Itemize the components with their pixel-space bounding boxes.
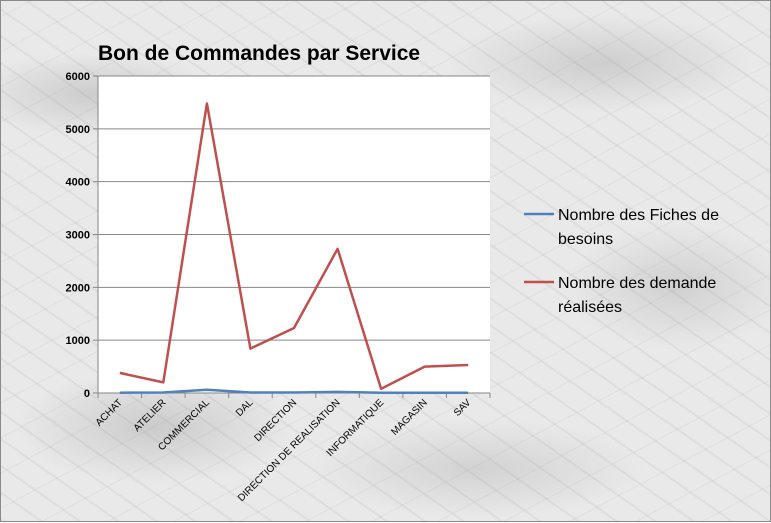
y-tick-label: 1000 <box>66 335 90 347</box>
legend-label-1: Nombre des Fiches de <box>558 207 719 224</box>
x-tick-label: DIRECTION <box>252 397 299 444</box>
series-line-2 <box>119 102 469 391</box>
x-tick-label: ACHAT <box>94 397 125 428</box>
legend-label-2: réalisées <box>558 299 622 316</box>
series-line-1 <box>119 388 469 394</box>
legend-label-2: Nombre des demande <box>558 275 716 292</box>
y-tick-label: 5000 <box>66 124 90 136</box>
chart-title: Bon de Commandes par Service <box>98 42 420 65</box>
y-tick-label: 4000 <box>66 177 90 189</box>
x-tick-label: MAGASIN <box>389 397 429 437</box>
legend: Nombre des Fiches de besoins Nombre des de… <box>524 207 719 316</box>
series-lines <box>119 102 469 394</box>
y-tick-label: 6000 <box>66 71 90 83</box>
legend-label-1: besoins <box>558 231 613 248</box>
x-tick-label: DAL <box>234 397 256 419</box>
x-tick-label: SAV <box>452 397 474 419</box>
y-tick-label: 2000 <box>66 282 90 294</box>
y-axis: 0 1000 2000 3000 4000 5000 6000 <box>66 71 99 400</box>
x-tick-label: ATELIER <box>132 397 169 434</box>
y-tick-label: 3000 <box>66 230 90 242</box>
y-tick-label: 0 <box>84 388 90 400</box>
